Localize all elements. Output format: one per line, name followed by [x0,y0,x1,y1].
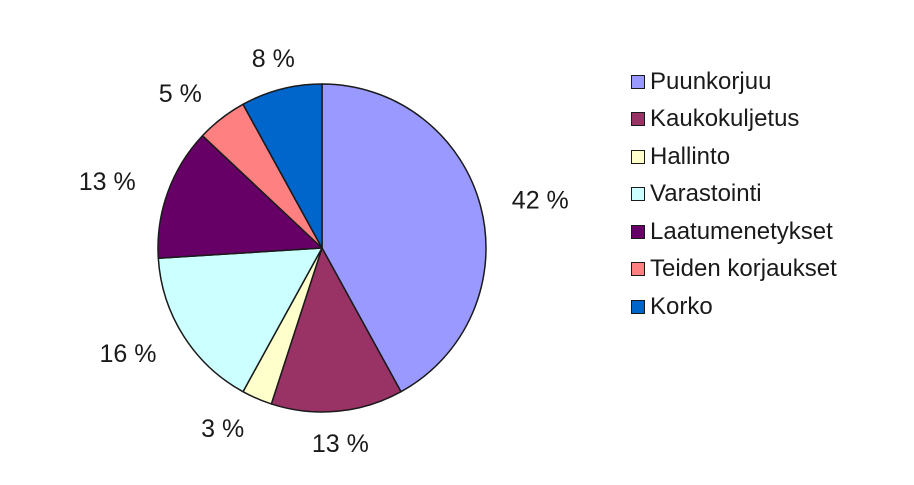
legend-label: Puunkorjuu [650,67,772,95]
legend-item-teiden-korjaukset: Teiden korjaukset [631,251,837,289]
pie-percent-labels: 42 % 13 % 3 % 16 % 13 % 5 % 8 % [79,45,569,458]
legend-item-korko: Korko [631,288,837,326]
legend-swatch [631,224,645,239]
pie-slice-kaukokuljetus [270,247,402,413]
pie-label-varastointi: 16 % [100,340,157,368]
legend-swatch [631,74,645,89]
legend-label: Varastointi [650,180,762,208]
legend-item-hallinto: Hallinto [631,138,837,176]
legend-label: Kaukokuljetus [650,105,800,133]
legend-swatch [631,262,645,277]
pie-label-kaukokuljetus: 13 % [312,430,369,458]
legend-swatch [631,149,645,164]
pie-label-laatumenetykset: 13 % [79,168,136,196]
legend-item-puunkorjuu: Puunkorjuu [631,63,837,101]
pie-label-korko: 8 % [252,45,295,73]
legend-swatch [631,112,645,127]
legend-swatch [631,187,645,202]
pie-slice-korko [242,83,323,249]
legend: Puunkorjuu Kaukokuljetus Hallinto Varastoin… [631,63,837,326]
legend-swatch [631,299,645,314]
pie-slice-laatumenetykset [157,134,323,260]
legend-item-kaukokuljetus: Kaukokuljetus [631,101,837,139]
legend-item-varastointi: Varastointi [631,176,837,214]
legend-label: Hallinto [650,142,731,170]
legend-label: Laatumenetykset [650,217,833,245]
pie-slice-puunkorjuu [321,83,487,393]
pie-label-puunkorjuu: 42 % [512,186,569,214]
legend-item-laatumenetykset: Laatumenetykset [631,213,837,251]
pie-slice-varastointi [157,247,323,393]
pie-slices [157,83,487,413]
pie-label-hallinto: 3 % [201,415,244,443]
legend-label: Korko [650,292,713,320]
pie-label-teiden-korjaukset: 5 % [159,80,202,108]
legend-label: Teiden korjaukset [650,255,837,283]
